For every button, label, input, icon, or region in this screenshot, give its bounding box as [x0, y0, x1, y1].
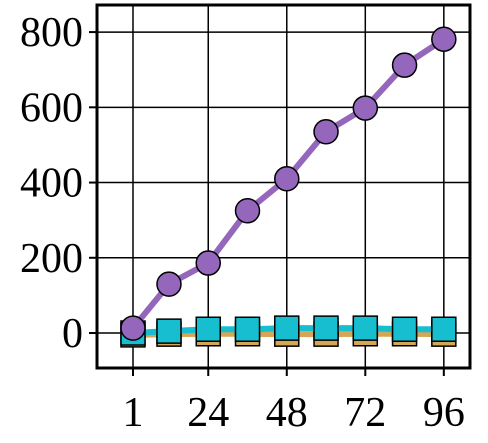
marker	[391, 316, 418, 343]
marker	[195, 250, 221, 276]
x-tick-label: 1	[122, 390, 143, 436]
marker	[313, 315, 339, 341]
marker	[156, 271, 182, 297]
y-tick-label: 400	[20, 161, 83, 207]
y-tick-label: 600	[20, 85, 83, 131]
plot-frame	[95, 3, 472, 370]
marker	[234, 316, 261, 343]
y-tick-label: 0	[62, 311, 83, 357]
marker	[431, 26, 457, 52]
marker	[431, 316, 457, 343]
marker	[274, 315, 300, 341]
marker	[156, 318, 182, 344]
marker	[352, 315, 379, 341]
x-tick-label: 72	[344, 390, 386, 436]
y-tick-label: 200	[20, 236, 83, 282]
marker	[274, 166, 300, 192]
marker	[195, 316, 221, 343]
x-tick-label: 48	[266, 390, 308, 436]
marker	[352, 95, 379, 121]
marker	[313, 119, 339, 145]
marker	[120, 315, 146, 341]
x-tick-label: 24	[187, 390, 229, 436]
y-tick-label: 800	[20, 10, 83, 56]
marker	[391, 52, 418, 78]
x-tick-label: 96	[423, 390, 465, 436]
marker	[234, 198, 261, 224]
